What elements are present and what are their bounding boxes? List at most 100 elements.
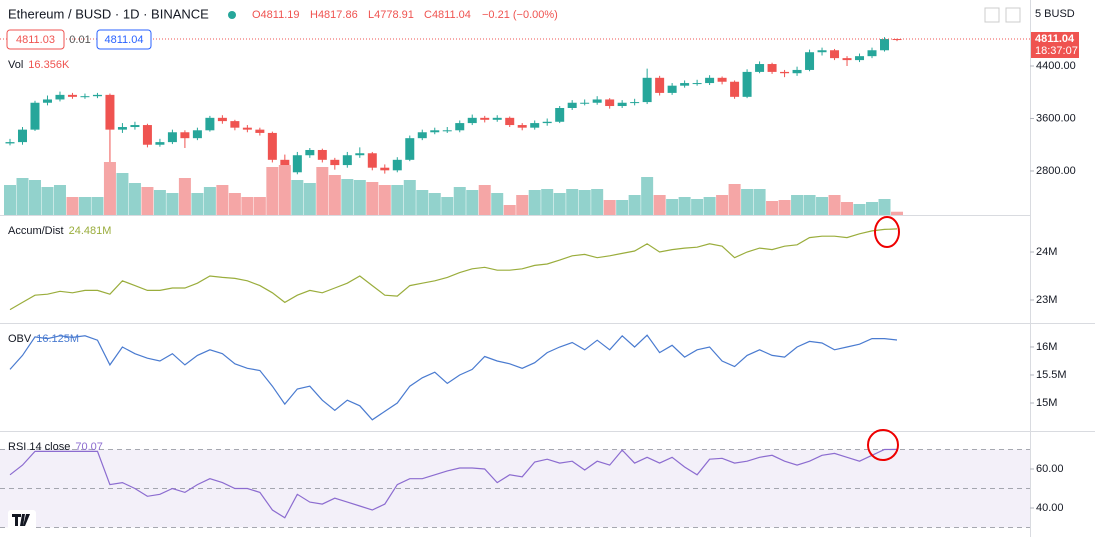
volume-bar	[491, 193, 504, 215]
volume-bar	[103, 162, 116, 215]
volume-bar	[4, 185, 16, 215]
candle-body	[217, 117, 227, 122]
volume-bar	[791, 195, 804, 215]
candle-body	[530, 123, 540, 128]
candle-body	[617, 102, 627, 107]
volume-bar	[228, 193, 241, 215]
volume-bar	[453, 187, 466, 215]
candle-body	[630, 102, 640, 104]
volume-bar	[766, 201, 779, 215]
sell-button[interactable]	[6, 29, 65, 50]
overlay: Ethereum / BUSD · 1D · BINANCE O4811.19 …	[6, 6, 1079, 530]
currency-label[interactable]: 5 BUSD	[1035, 8, 1075, 20]
candle-body	[517, 125, 527, 128]
candle-body	[730, 81, 740, 97]
candle-body	[317, 149, 327, 160]
volume-bar	[278, 165, 291, 215]
candle-body	[92, 94, 102, 97]
volume-bar	[853, 204, 866, 215]
candle-body	[692, 83, 702, 85]
volume-bar	[416, 190, 429, 215]
candle-body	[592, 99, 602, 103]
volume-bar	[803, 195, 816, 215]
candle-body	[392, 159, 402, 171]
volume-bar	[528, 190, 541, 215]
candle-body	[192, 130, 202, 139]
volume-bar	[166, 193, 179, 215]
candle-body	[830, 50, 840, 59]
y-tick-label: 2800.00	[1036, 165, 1076, 177]
candle-body	[817, 50, 827, 53]
volume-bar	[553, 193, 566, 215]
pane-title: Vol	[8, 59, 23, 71]
volume-bar	[628, 195, 641, 215]
spread: 0.01	[69, 34, 90, 46]
volume-bar	[141, 187, 154, 215]
candle-body	[767, 64, 777, 72]
volume-bar	[816, 197, 829, 215]
buy-button[interactable]	[96, 29, 152, 50]
annotation-circle	[867, 429, 899, 461]
candle-body	[305, 149, 315, 156]
volume-bar	[516, 195, 529, 215]
candle-body	[542, 121, 552, 124]
candle-body	[455, 123, 465, 131]
scroll-button[interactable]	[984, 7, 1000, 23]
candle-body	[867, 50, 877, 57]
volume-bar	[16, 178, 29, 215]
candle-body	[480, 117, 490, 120]
candle-body	[230, 121, 240, 128]
y-tick-label: 23M	[1036, 294, 1057, 306]
pane-value: 24.481M	[69, 225, 112, 237]
candle-body	[380, 167, 390, 171]
volume-bar	[641, 177, 654, 215]
candle-body	[880, 39, 890, 51]
pane-title: RSI 14 close	[8, 441, 70, 453]
y-tick-label: 4400.00	[1036, 60, 1076, 72]
volume-bar	[191, 193, 204, 215]
volume-bar	[466, 190, 479, 215]
y-tick-label: 3600.00	[1036, 112, 1076, 124]
candle-body	[5, 142, 15, 144]
volume-bar	[328, 175, 341, 215]
buy-price[interactable]: 4811.04	[105, 34, 144, 46]
volume-bar	[828, 195, 841, 215]
fullscreen-button[interactable]	[1005, 7, 1021, 23]
candle-body	[755, 64, 765, 72]
volume-bar	[616, 200, 629, 215]
candle-body	[105, 94, 115, 130]
y-tick-label: 16M	[1036, 341, 1057, 353]
candle-body	[80, 96, 90, 98]
volume-bar	[53, 185, 66, 215]
candle-body	[142, 125, 152, 145]
candle-body	[130, 125, 140, 128]
volume-bar	[178, 178, 191, 215]
candle-body	[505, 117, 515, 126]
sell-price[interactable]: 4811.03	[16, 34, 55, 46]
candle-body	[155, 142, 165, 145]
candle-body	[355, 153, 365, 156]
volume-bar	[153, 190, 166, 215]
pane-value: 16.356K	[28, 59, 70, 71]
ohlc-change: −0.21 (−0.00%)	[482, 9, 558, 21]
candle-body	[667, 85, 677, 93]
volume-bar	[41, 187, 54, 215]
candle-body	[492, 117, 502, 120]
volume-bar	[28, 180, 41, 215]
candle-body	[792, 69, 802, 74]
indicator-line	[9, 334, 898, 421]
volume-bar	[503, 205, 516, 215]
candle-body	[67, 94, 77, 97]
candle-body	[642, 77, 652, 103]
y-tick-label: 15.5M	[1036, 369, 1067, 381]
candle-body	[580, 102, 590, 104]
logo	[12, 514, 30, 526]
candle-body	[742, 71, 752, 97]
candle-body	[55, 94, 65, 100]
candle-body	[255, 129, 265, 133]
candle-body	[555, 107, 565, 122]
volume-bar	[741, 189, 754, 215]
price-tag	[1031, 32, 1079, 58]
volume-bar	[603, 200, 616, 215]
